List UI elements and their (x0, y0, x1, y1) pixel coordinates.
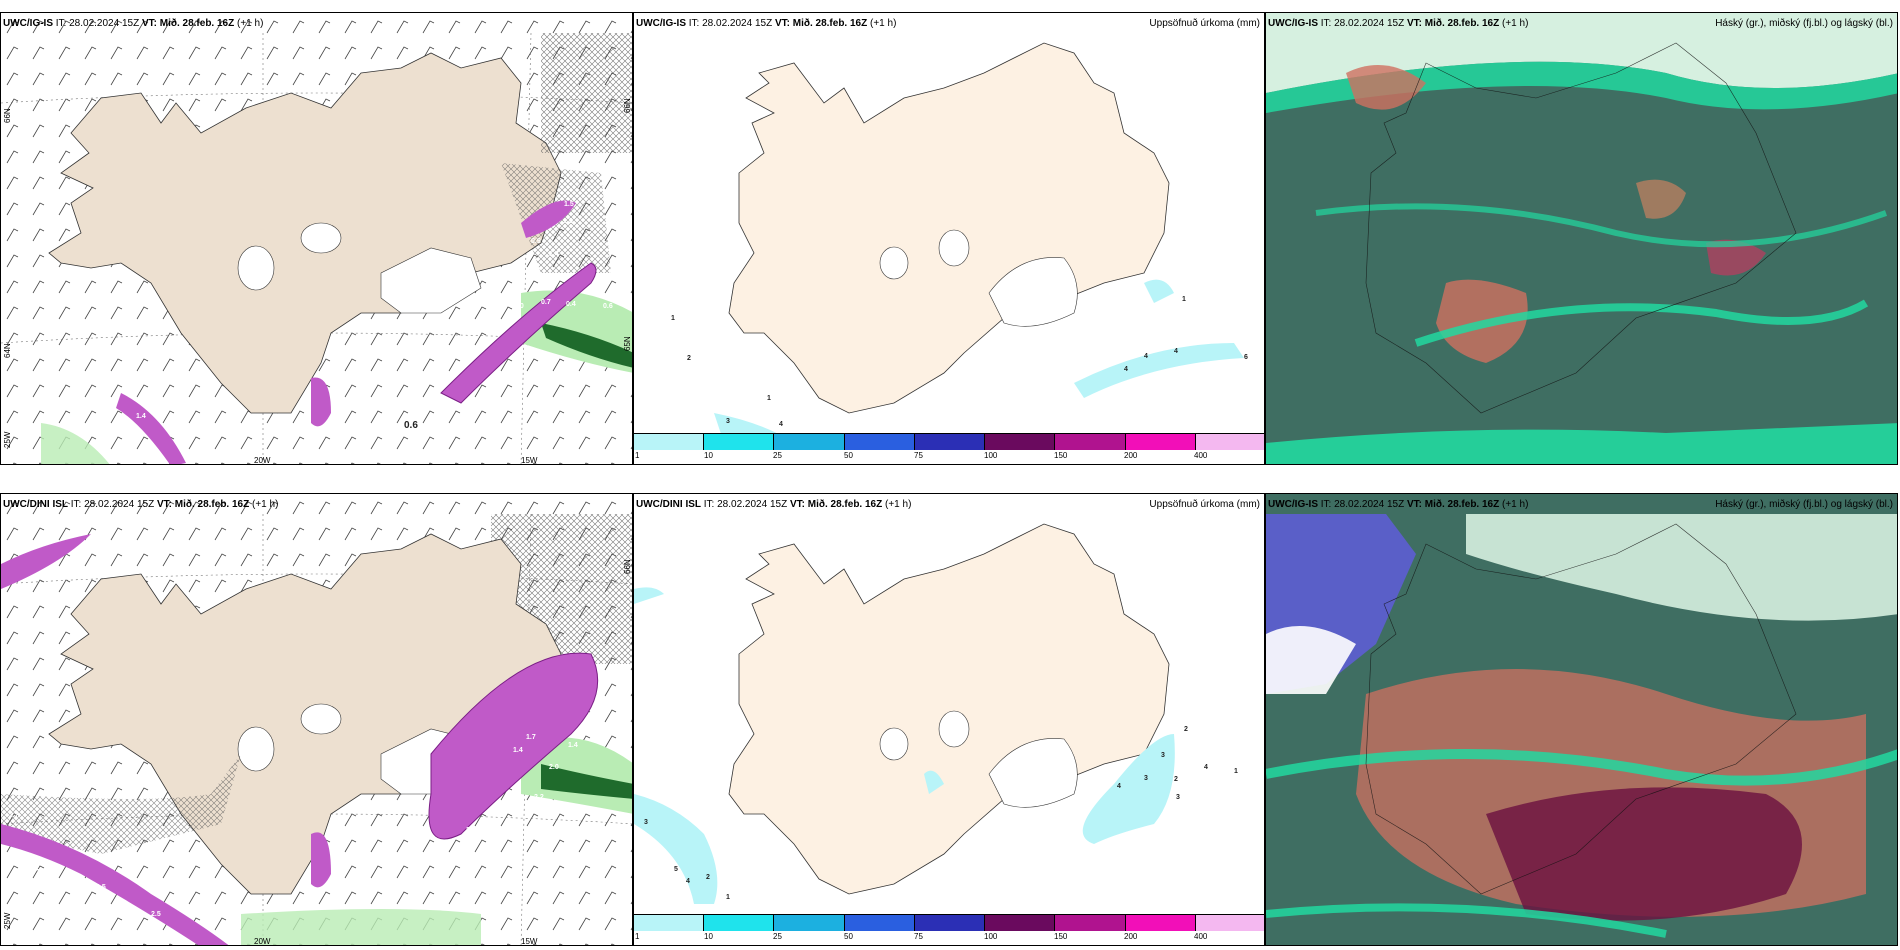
precip-colorbar (634, 914, 1264, 931)
panel-clouds-top: UWC/IG-IS IT: 28.02.2024 15Z VT: Mið. 28… (1265, 12, 1898, 465)
colorbar-swatch (1125, 915, 1196, 931)
panel-header: UWC/IG-IS IT: 28.02.2024 15Z VT: Mið. 28… (1268, 499, 1529, 510)
cloud-map (1266, 13, 1897, 464)
colorbar-swatch (634, 434, 705, 450)
colorbar-swatch (1055, 915, 1126, 931)
colorbar-ticks: 1 10 25 50 75 100 150 200 400 (635, 932, 1208, 941)
wind-map (1, 494, 632, 945)
colorbar-swatch (634, 915, 705, 931)
panel-title: Uppsöfnuð úrkoma (mm) (1149, 499, 1260, 510)
colorbar-swatch (985, 915, 1056, 931)
colorbar-swatch (1055, 434, 1126, 450)
panel-clouds-bottom: UWC/IG-IS IT: 28.02.2024 15Z VT: Mið. 28… (1265, 493, 1898, 946)
colorbar-swatch (704, 434, 775, 450)
colorbar-swatch (704, 915, 775, 931)
cloud-map (1266, 494, 1897, 945)
panel-header: UWC/IG-IS IT: 28.02.2024 15Z VT: Mið. 28… (1268, 18, 1529, 29)
panel-precip-top: UWC/IG-IS IT: 28.02.2024 15Z VT: Mið. 28… (633, 12, 1265, 465)
colorbar-swatch (1125, 434, 1196, 450)
colorbar-swatch (1195, 434, 1264, 450)
panel-header: UWC/DINI ISL IT: 28.02.2024 15Z VT: Mið.… (636, 499, 912, 510)
precip-map (714, 42, 1244, 443)
panel-header: UWC/DINI ISL IT: 28.02.2024 15Z VT: Mið.… (3, 499, 279, 510)
colorbar-swatch (985, 434, 1056, 450)
colorbar-swatch (774, 434, 845, 450)
colorbar-swatch (844, 434, 915, 450)
panel-title: Háský (gr.), miðský (fj.bl.) og lágský (… (1715, 499, 1893, 510)
panel-precip-bottom: UWC/DINI ISL IT: 28.02.2024 15Z VT: Mið.… (633, 493, 1265, 946)
panel-header: UWC/IG-IS IT: 28.02.2024 15Z VT: Mið. 28… (3, 18, 264, 29)
panel-title: Háský (gr.), miðský (fj.bl.) og lágský (… (1715, 18, 1893, 29)
colorbar-swatch (844, 915, 915, 931)
panel-header: UWC/IG-IS IT: 28.02.2024 15Z VT: Mið. 28… (636, 18, 897, 29)
colorbar-swatch (774, 915, 845, 931)
precip-map (634, 523, 1175, 904)
colorbar-swatch (914, 915, 986, 931)
panel-wind-bottom: UWC/DINI ISL IT: 28.02.2024 15Z VT: Mið.… (0, 493, 633, 946)
precip-colorbar (634, 433, 1264, 450)
colorbar-swatch (914, 434, 986, 450)
colorbar-swatch (1195, 915, 1264, 931)
panel-wind-top: UWC/IG-IS IT: 28.02.2024 15Z VT: Mið. 28… (0, 12, 633, 465)
wind-map (1, 13, 632, 464)
panel-title: Uppsöfnuð úrkoma (mm) (1149, 18, 1260, 29)
colorbar-ticks: 1 10 25 50 75 100 150 200 400 (635, 451, 1208, 460)
